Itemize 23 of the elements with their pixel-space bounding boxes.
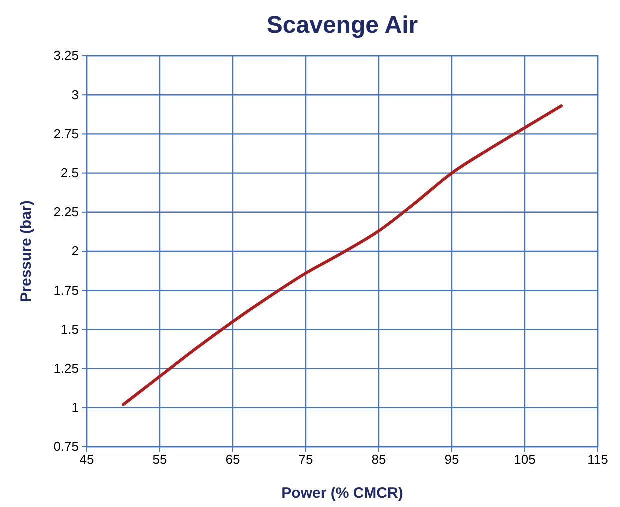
y-tick-label: 3.25 [54,48,79,64]
x-tick-label: 95 [444,452,460,468]
chart-title: Scavenge Air [266,12,418,39]
x-tick-label: 55 [152,452,168,468]
x-tick-label: 65 [226,452,240,468]
y-tick-label: 3 [72,87,79,102]
y-tick-label: 2.75 [54,126,79,142]
y-tick-label: 1 [72,400,79,416]
x-axis-title: Power (% CMCR) [282,485,404,502]
x-tick-label: 85 [372,452,386,468]
y-tick-label: 1.5 [60,322,79,337]
y-tick-label: 2 [72,244,79,259]
y-tick-label: 2.25 [54,204,79,220]
y-tick-label: 2.5 [60,165,79,180]
x-tick-label: 115 [588,452,608,468]
y-tick-label: 1.25 [54,360,79,376]
x-tick-label: 45 [80,452,94,468]
y-tick-label: 1.75 [54,282,79,298]
y-tick-label: 0.75 [54,439,79,454]
x-tick-label: 105 [514,452,536,468]
x-tick-label: 75 [298,452,314,468]
y-axis-title: Pressure (bar) [18,200,35,302]
line-series [122,104,563,406]
